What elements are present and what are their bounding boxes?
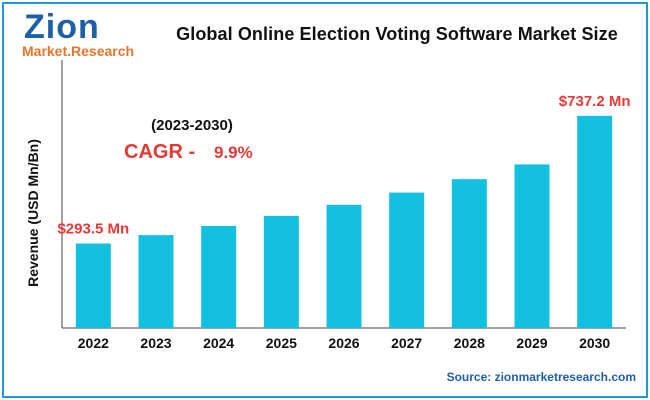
x-tick-label-2022: 2022	[78, 335, 109, 351]
y-axis-label: Revenue (USD Mn/Bn)	[25, 139, 41, 287]
cagr-period: (2023-2030)	[151, 117, 233, 134]
x-tick-label-2030: 2030	[579, 335, 610, 351]
bar-2026	[326, 204, 362, 328]
cagr-value: 9.9%	[214, 143, 253, 162]
source-credit[interactable]: Source: zionmarketresearch.com	[447, 370, 636, 384]
x-tick-label-2023: 2023	[140, 335, 171, 351]
logo-sub-text: Market.Research	[22, 43, 134, 59]
x-tick-label-2026: 2026	[328, 335, 359, 351]
data-label-2030: $737.2 Mn	[559, 93, 631, 110]
bar-2024	[201, 225, 237, 328]
x-tick-label-2027: 2027	[391, 335, 422, 351]
bar-2025	[263, 215, 299, 328]
cagr-label: CAGR -	[124, 141, 195, 163]
bar-2027	[389, 192, 425, 328]
bar-2022	[75, 243, 111, 328]
bar-2023	[138, 235, 174, 328]
source-label: Source:	[446, 370, 492, 384]
bar-2030	[577, 115, 613, 328]
logo-main-text: Zion	[24, 8, 100, 46]
x-tick-label-2028: 2028	[454, 335, 485, 351]
zion-logo: Zion Market.Research	[22, 8, 134, 59]
bar-2028	[451, 179, 487, 328]
chart-title: Global Online Election Voting Software M…	[176, 24, 618, 44]
x-tick-label-2029: 2029	[516, 335, 547, 351]
x-tick-label-2025: 2025	[266, 335, 297, 351]
data-label-2022: $293.5 Mn	[57, 221, 129, 238]
source-url[interactable]: zionmarketresearch.com	[494, 370, 636, 384]
x-tick-label-2024: 2024	[203, 335, 234, 351]
bar-2029	[514, 164, 550, 328]
